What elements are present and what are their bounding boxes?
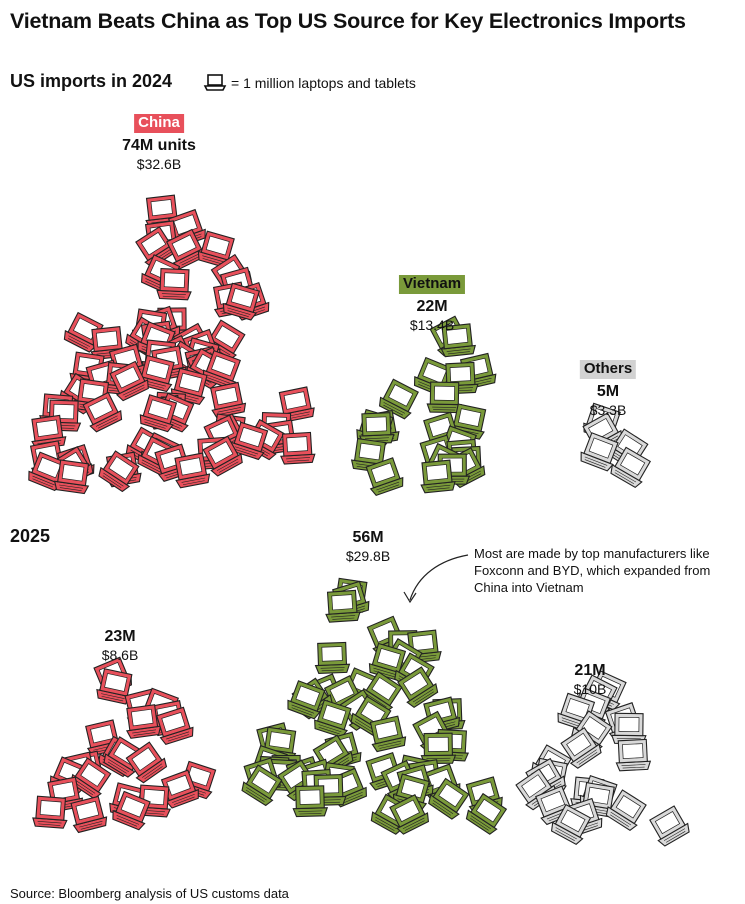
laptop-2025-vietnam-13 — [361, 671, 403, 713]
laptop-2024-others-4 — [580, 432, 619, 472]
chart-subtitle: US imports in 2024 — [10, 71, 173, 91]
laptop-2025-china-7 — [156, 706, 194, 746]
laptop-2025-others-9 — [615, 738, 652, 772]
laptop-icon — [203, 74, 227, 91]
others-2025-units: 21M — [574, 662, 606, 679]
laptop-2024-vietnam-15 — [350, 438, 387, 473]
laptop-2024-china-9 — [156, 267, 192, 301]
laptop-2024-vietnam-12 — [423, 411, 461, 450]
laptop-2025-vietnam-52 — [428, 777, 470, 820]
annotation-arrow — [409, 554, 469, 601]
laptop-2024-others-5 — [610, 446, 652, 489]
label-2024-china: China 74M units $32.6B — [122, 113, 196, 173]
vietnam-2025-value: $29.8B — [345, 548, 391, 564]
vietnam-2024-value: $13.4B — [409, 316, 455, 333]
vietnam-2025-units: 56M — [352, 529, 384, 546]
laptop-2025-others-6 — [611, 712, 647, 745]
laptop-2025-vietnam-17 — [287, 680, 326, 720]
laptop-2024-vietnam-7 — [378, 378, 419, 420]
laptop-2025-vietnam-28 — [420, 732, 457, 765]
label-2024-others: Others 5M $3.3B — [579, 359, 637, 419]
others-2024-units: 5M — [596, 382, 620, 400]
laptop-2024-vietnam-6 — [426, 381, 463, 414]
laptop-2024-vietnam-2 — [440, 323, 476, 358]
china-2025-units: 23M — [104, 628, 136, 645]
laptop-2025-china-23 — [70, 795, 108, 834]
laptop-2024-china-64 — [202, 435, 243, 477]
laptop-2025-vietnam-11 — [397, 666, 439, 709]
label-2025-others: 21M $10B — [574, 661, 607, 699]
label-2025-vietnam: 56M $29.8B — [346, 528, 390, 566]
laptop-2024-china-13 — [222, 282, 260, 321]
laptop-2025-china-22 — [32, 795, 68, 829]
annotation-note: Most are made by top manufacturers like … — [474, 546, 711, 595]
vietnam-tag: Vietnam — [398, 275, 466, 294]
china-2025-value: $8.6B — [101, 647, 139, 663]
laptop-2024-china-39 — [109, 360, 149, 402]
laptop-2024-china-72 — [98, 450, 140, 493]
label-2024-vietnam: Vietnam 22M $13.4B — [398, 274, 466, 334]
laptop-2025-vietnam-53 — [292, 785, 329, 818]
year-2025-label: 2025 — [10, 526, 51, 546]
laptop-2025-china-21 — [112, 790, 151, 831]
china-tag: China — [134, 114, 184, 133]
laptop-2025-vietnam-3 — [325, 589, 361, 623]
laptop-2024-china-50 — [139, 394, 178, 433]
vietnam-2024-units: 22M — [416, 297, 448, 315]
label-2025-china: 23M $8.6B — [102, 627, 139, 665]
laptop-2025-vietnam-56 — [389, 793, 430, 835]
laptop-2024-china-47 — [82, 391, 123, 433]
laptop-2025-china-11 — [125, 741, 168, 784]
laptop-2025-china-17 — [160, 769, 199, 809]
laptop-2024-vietnam-22 — [365, 457, 404, 497]
laptop-2024-china-5 — [166, 228, 206, 270]
laptop-2025-others-8 — [560, 726, 602, 769]
laptop-2025-china-15 — [70, 757, 112, 800]
laptop-2024-china-43 — [210, 381, 247, 419]
laptop-2025-vietnam-7 — [314, 641, 351, 674]
laptop-2025-others-20 — [550, 803, 592, 845]
laptop-2025-vietnam-46 — [241, 764, 283, 807]
laptop-2025-vietnam-24 — [369, 715, 407, 753]
others-tag: Others — [579, 360, 637, 379]
laptop-2024-china-73 — [28, 451, 67, 492]
laptop-2024-china-61 — [280, 431, 316, 465]
laptop-2025-vietnam-54 — [465, 792, 508, 835]
china-2024-units: 74M units — [122, 136, 196, 154]
others-2024-value: $3.3B — [589, 401, 627, 418]
laptop-2024-china-44 — [278, 386, 315, 423]
chart-title: Vietnam Beats China as Top US Source for… — [10, 9, 686, 33]
laptop-2024-china-74 — [53, 459, 90, 495]
laptop-2024-china-59 — [230, 421, 269, 461]
legend-text: = 1 million laptops and tablets — [231, 75, 416, 91]
legend: = 1 million laptops and tablets — [203, 74, 416, 92]
laptop-2025-china-2 — [96, 668, 133, 705]
annotation-arrowhead — [403, 591, 417, 604]
laptop-2025-vietnam-22 — [314, 699, 352, 738]
laptop-2025-vietnam-9 — [368, 642, 407, 681]
source-note: Source: Bloomberg analysis of US customs… — [10, 886, 289, 901]
laptop-2024-china-71 — [174, 452, 211, 489]
laptop-2024-china-35 — [203, 350, 241, 390]
others-2025-value: $10B — [573, 681, 607, 697]
laptop-2025-china-6 — [126, 704, 162, 739]
laptop-2025-others-21 — [649, 805, 690, 847]
laptop-2024-vietnam-21 — [420, 459, 456, 494]
laptop-2024-china-40 — [170, 367, 208, 406]
china-2024-value: $32.6B — [136, 155, 182, 172]
laptop-2025-others-18 — [605, 789, 647, 831]
